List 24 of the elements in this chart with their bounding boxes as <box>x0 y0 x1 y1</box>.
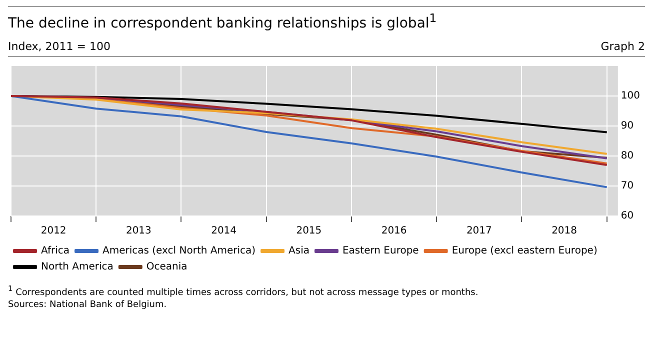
y-tick-label: 90 <box>620 120 634 132</box>
x-tick-label: 2014 <box>211 225 237 236</box>
x-tick-label: 2016 <box>381 225 407 236</box>
text: $^{1}$ Correspondents are counted multiple times across corridors, but not across message types or months. <box>8 284 480 298</box>
source-note: Sources: National Bank of Belgium. <box>8 300 168 310</box>
chart-title: The decline in correspondent banking relationships is global$^{1}$ <box>8 6 645 32</box>
x-tick-label: 2012 <box>40 225 66 236</box>
y-tick-label: 70 <box>620 180 634 192</box>
legend-label: Americas (excl North America) <box>102 245 256 256</box>
y-tick-label: 100 <box>620 90 640 102</box>
chart-subtitle: Index, 2011 = 100 <box>8 40 110 53</box>
x-tick-label: 2018 <box>552 225 578 236</box>
legend-label: Europe (excl eastern Europe) <box>452 245 598 256</box>
caption: Graph 2 <box>600 40 645 53</box>
legend-label: Africa <box>41 245 70 256</box>
x-tick-label: 2015 <box>296 225 322 236</box>
legend-label: North America <box>41 261 114 272</box>
y-tick-label: 80 <box>620 150 634 162</box>
y-tick-label: 60 <box>620 210 634 222</box>
x-tick-label: 2013 <box>126 225 152 236</box>
legend-label: Eastern Europe <box>342 245 419 256</box>
x-tick-label: 2017 <box>466 225 492 236</box>
legend-label: Asia <box>288 245 310 256</box>
legend-label: Oceania <box>146 261 188 272</box>
